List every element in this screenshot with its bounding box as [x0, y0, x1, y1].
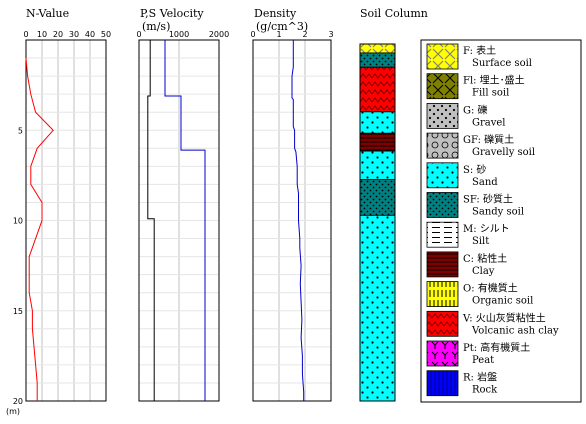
- legend-swatch: [426, 132, 459, 159]
- x-tick-label: 20: [53, 30, 63, 39]
- legend-sublabel: Volcanic ash clay: [471, 325, 559, 336]
- legend-sublabel: Peat: [472, 355, 494, 366]
- chart-title-nvalue: N-Value: [26, 7, 69, 20]
- series-line-2: [147, 40, 155, 401]
- chart-subtitle-velocity: (m/s): [142, 20, 170, 33]
- legend-label: SF: 砂質土: [463, 193, 513, 206]
- series-line-1: [25, 57, 54, 401]
- panel-density: 0 1 2 3: [250, 30, 334, 402]
- legend-swatch: [426, 340, 459, 367]
- legend-sublabel: Surface soil: [472, 58, 532, 69]
- legend-label: G: 礫: [463, 103, 488, 116]
- legend-label: O: 有機質土: [463, 282, 518, 295]
- legend-label: M: シルト: [463, 224, 510, 235]
- x-tick-label: 2: [302, 30, 307, 39]
- soil-column: [359, 43, 396, 402]
- legend-swatch: [426, 192, 459, 218]
- legend-sublabel: Silt: [472, 236, 489, 247]
- soil-column-frame: [359, 43, 396, 402]
- chart-title-soil-column: Soil Column: [360, 7, 428, 20]
- soil-layer-SF: [359, 52, 396, 68]
- legend-label: GF: 礫質土: [463, 133, 514, 146]
- x-tick-label: 0: [136, 30, 141, 39]
- x-tick-label: 3: [328, 30, 333, 39]
- legend-label: F: 表土: [463, 44, 496, 57]
- x-tick-label: 40: [85, 30, 95, 39]
- soil-layer-V: [359, 66, 396, 113]
- plot-frame: [25, 39, 107, 402]
- legend-sublabel: Rock: [472, 385, 498, 396]
- soil-layer-S: [359, 214, 396, 402]
- y-tick-label: 10: [13, 217, 23, 226]
- legend-swatch: [426, 370, 459, 397]
- x-tick-label: 0: [23, 30, 28, 39]
- x-tick-label: 30: [69, 30, 79, 39]
- y-tick-label: 15: [13, 307, 23, 316]
- legend-sublabel: Sand: [472, 177, 498, 188]
- soil-layer-SF: [359, 179, 396, 216]
- legend-swatch: [426, 73, 459, 100]
- x-tick-label: 1: [276, 30, 281, 39]
- legend-swatch: [426, 162, 459, 189]
- legend-label: Fl: 埋土･盛土: [463, 74, 525, 87]
- legend-swatch: [426, 103, 459, 129]
- y-tick-label: 20: [13, 397, 23, 406]
- legend-sublabel: Clay: [472, 266, 495, 277]
- panel-velocity: 0 1000 2000: [136, 30, 229, 402]
- plot-frame: [138, 39, 220, 402]
- legend-swatch: [426, 310, 459, 337]
- series-line-1: [164, 40, 206, 401]
- chart-subtitle-density: (g/cm^3): [256, 20, 308, 33]
- x-tick-label: 0: [250, 30, 255, 39]
- series-line-1: [291, 40, 305, 401]
- legend-label: R: 岩盤: [463, 371, 497, 384]
- x-tick-label: 10: [37, 30, 47, 39]
- chart-title-velocity: P,S Velocity: [140, 7, 204, 20]
- x-tick-label: 50: [101, 30, 111, 39]
- chart-title-density: Density: [254, 7, 297, 20]
- legend-sublabel: Fill soil: [472, 88, 509, 99]
- legend-label: Pt: 高有機質土: [463, 341, 530, 354]
- x-tick-label: 1000: [169, 30, 189, 39]
- legend-swatch: [426, 281, 459, 308]
- legend-sublabel: Sandy soil: [472, 207, 524, 218]
- legend-sublabel: Gravel: [472, 117, 506, 128]
- legend-label: V: 火山灰質粘性土: [462, 311, 546, 324]
- legend-sublabel: Organic soil: [472, 296, 533, 307]
- legend-label: C: 粘性土: [463, 252, 507, 265]
- soil-layer-S: [359, 111, 396, 134]
- soil-layer-F: [359, 43, 396, 54]
- soil-layer-S: [359, 150, 396, 181]
- legend-swatch: [426, 221, 459, 248]
- legend-label: S: 砂: [463, 163, 486, 176]
- legend-sublabel: Gravelly soil: [472, 147, 535, 158]
- legend-swatch: [426, 251, 459, 278]
- plot-frame: [252, 39, 332, 402]
- x-tick-label: 2000: [209, 30, 229, 39]
- y-unit-label: (m): [6, 407, 20, 416]
- soil-layer-C: [359, 132, 396, 152]
- legend-swatch: [426, 43, 459, 70]
- y-tick-label: 5: [18, 126, 23, 135]
